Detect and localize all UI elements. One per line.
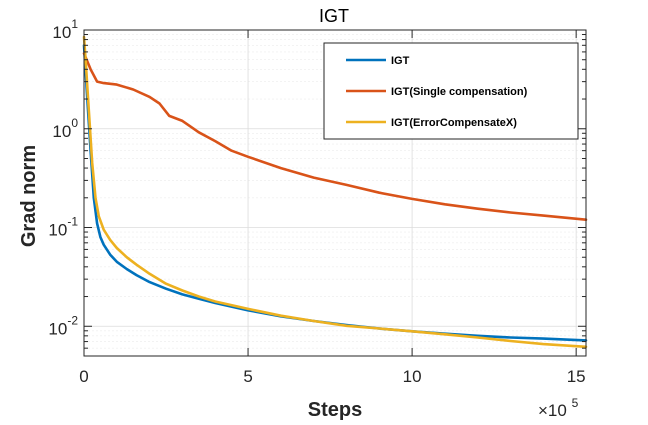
x-multiplier-exponent: 5: [572, 396, 579, 410]
x-tick-label: 10: [403, 367, 422, 386]
x-tick-label: 5: [243, 367, 252, 386]
y-tick-base: 10: [52, 23, 71, 42]
series-line-2: [82, 52, 588, 221]
y-tick-exponent: -1: [67, 215, 78, 229]
y-tick-label: 100: [52, 116, 78, 141]
series-line-3: [82, 35, 588, 349]
chart-title: IGT: [319, 6, 349, 26]
legend-label: IGT: [391, 55, 410, 67]
legend-label: IGT(ErrorCompensateX): [391, 117, 517, 129]
y-tick-exponent: 1: [71, 17, 78, 31]
y-tick-exponent: 0: [71, 116, 78, 130]
y-tick-base: 10: [48, 319, 67, 338]
y-axis-title: Grad norm: [18, 145, 40, 247]
x-tick-label: 15: [567, 367, 586, 386]
y-tick-base: 10: [48, 221, 67, 240]
legend-label: IGT(Single compensation): [391, 86, 528, 98]
y-tick-label: 10-1: [48, 215, 78, 240]
y-tick-label: 101: [52, 17, 78, 42]
plot-frame: [83, 29, 587, 357]
x-tick-label: 0: [79, 367, 88, 386]
y-tick-base: 10: [52, 122, 71, 141]
x-axis-multiplier: ×10 5: [538, 396, 579, 420]
y-tick-label: 10-2: [48, 313, 78, 338]
series-group: [82, 35, 588, 349]
x-multiplier-base: ×10: [538, 401, 567, 420]
y-tick-exponent: -2: [67, 313, 78, 327]
legend: IGT IGT(Single compensation) IGT(ErrorComp…: [323, 42, 579, 140]
x-axis-title: Steps: [308, 399, 362, 421]
